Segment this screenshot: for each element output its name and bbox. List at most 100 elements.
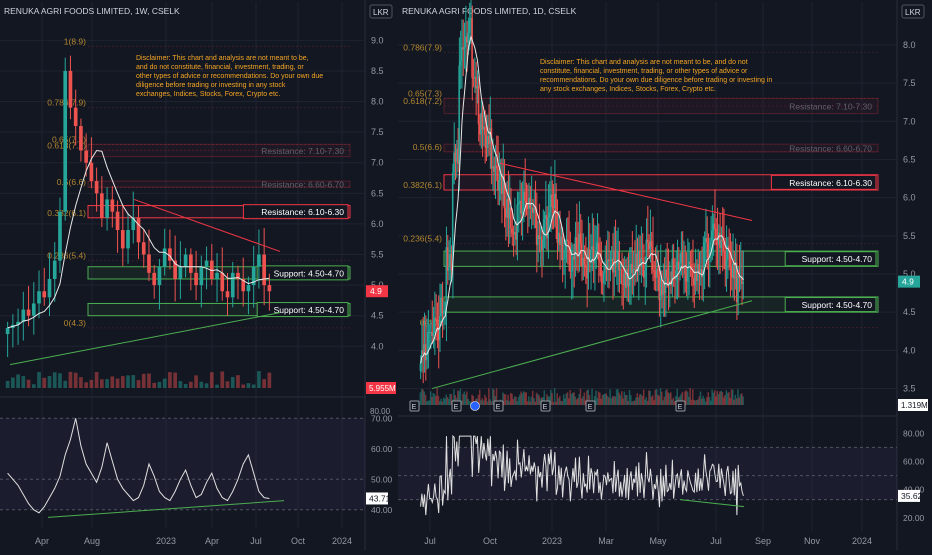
price-tick-label: 9.0	[371, 35, 384, 45]
candle-body	[473, 76, 476, 79]
candle-body	[566, 239, 569, 242]
candle-body	[433, 317, 436, 333]
candle-body	[601, 281, 604, 284]
candle-body	[489, 128, 491, 145]
resistance-trendline	[499, 162, 753, 222]
volume-bar	[597, 391, 600, 405]
candle-body	[513, 232, 516, 235]
volume-bar	[484, 394, 486, 405]
candle-body	[581, 243, 583, 267]
zone-label: Resistance: 6.10-6.30	[261, 207, 344, 217]
volume-bar	[236, 375, 240, 388]
rsi-tick-label: 20.00	[903, 513, 925, 523]
candle-body	[448, 267, 450, 271]
volume-bar	[672, 397, 675, 405]
candle-body	[157, 266, 162, 286]
candle-body	[450, 254, 453, 271]
candle-body	[628, 277, 631, 287]
volume-bar	[436, 388, 438, 405]
time-tick-label: 2024	[332, 536, 352, 546]
volume-bar	[735, 398, 738, 405]
volume-bar	[631, 401, 633, 405]
candle-body	[462, 47, 464, 50]
candle-body	[503, 175, 506, 209]
volume-bar	[442, 397, 445, 405]
volume-bar	[525, 392, 527, 405]
volume-bar	[546, 394, 548, 405]
candle-body	[479, 124, 481, 135]
volume-bar	[719, 391, 721, 405]
volume-bar	[575, 399, 578, 405]
candle-body	[615, 261, 618, 265]
candle-body	[220, 272, 225, 292]
rsi-tick-label: 60.00	[903, 457, 925, 467]
candle-body	[666, 269, 668, 279]
volume-bar	[482, 400, 485, 405]
candle-body	[672, 258, 675, 278]
volume-bar	[457, 390, 459, 405]
candle-body	[588, 249, 591, 262]
volume-bar	[699, 391, 702, 405]
volume-bar	[5, 380, 10, 388]
zone-label: Resistance: 7.10-7.30	[789, 102, 872, 112]
candle-body	[573, 256, 575, 260]
currency-label: LKR	[373, 8, 389, 17]
price-tick-label: 5.0	[903, 269, 916, 279]
volume-bar	[646, 400, 649, 405]
candle-body	[225, 291, 230, 298]
candle-body	[722, 241, 725, 252]
volume-bar	[429, 391, 432, 405]
candle-body	[693, 277, 695, 286]
fib-label: 0.5(6.6)	[57, 177, 86, 187]
volume-bar	[199, 381, 204, 388]
candle-body	[690, 264, 693, 270]
candle-body	[26, 309, 31, 316]
volume-bar	[559, 396, 561, 405]
candle-body	[635, 253, 637, 270]
volume-bar	[460, 400, 463, 405]
rsi-value-badge	[898, 489, 920, 502]
volume-bar	[471, 394, 473, 405]
volume-bar	[508, 401, 511, 405]
candle-body	[551, 194, 553, 207]
volume-bar	[432, 392, 435, 405]
candle-body	[432, 332, 435, 336]
candle-body	[695, 271, 698, 281]
volume-bar	[664, 390, 667, 405]
daily-chart[interactable]: Jul Oct 2023 Mar May Jul Sep Nov 2024 8.0 7.5 7.0 6.…	[370, 0, 928, 550]
volume-bar	[742, 396, 744, 405]
fib-label: 0.382(6.1)	[403, 180, 442, 190]
candle-body	[681, 251, 684, 269]
volume-bar	[552, 401, 555, 405]
volume-bar	[701, 398, 703, 405]
volume-bar	[663, 396, 666, 405]
volume-bar	[534, 401, 537, 405]
volume-bar	[641, 395, 644, 405]
volume-bar	[627, 400, 629, 405]
candle-body	[68, 70, 73, 108]
volume-bar	[733, 399, 735, 405]
candle-body	[504, 208, 507, 218]
volume-bar	[512, 398, 515, 405]
candle-body	[460, 47, 463, 61]
candle-body	[741, 276, 743, 284]
candle-body	[737, 276, 739, 303]
weekly-chart[interactable]: Apr Aug 2023 Apr Jul Oct 2024 9.0 8.5 8.0 7.5 7.0 6.…	[0, 0, 396, 550]
volume-bar	[73, 372, 78, 388]
volume-bar	[524, 392, 526, 405]
volume-bar	[671, 399, 673, 405]
volume-bar	[661, 391, 663, 405]
candle-body	[526, 202, 529, 210]
volume-bar	[657, 394, 659, 405]
zone-label: Resistance: 6.60-6.70	[789, 144, 872, 154]
candle-body	[257, 254, 261, 267]
volume-bar	[651, 395, 654, 405]
volume-bar	[728, 392, 730, 405]
zone-label: Resistance: 7.10-7.30	[261, 146, 344, 156]
price-tick-label: 4.5	[371, 311, 384, 321]
candle-body	[557, 232, 560, 243]
time-tick-label: Jul	[250, 536, 262, 546]
candle-body	[653, 270, 655, 272]
currency-label: LKR	[905, 8, 921, 17]
fib-label: 0.5(6.6)	[413, 142, 442, 152]
